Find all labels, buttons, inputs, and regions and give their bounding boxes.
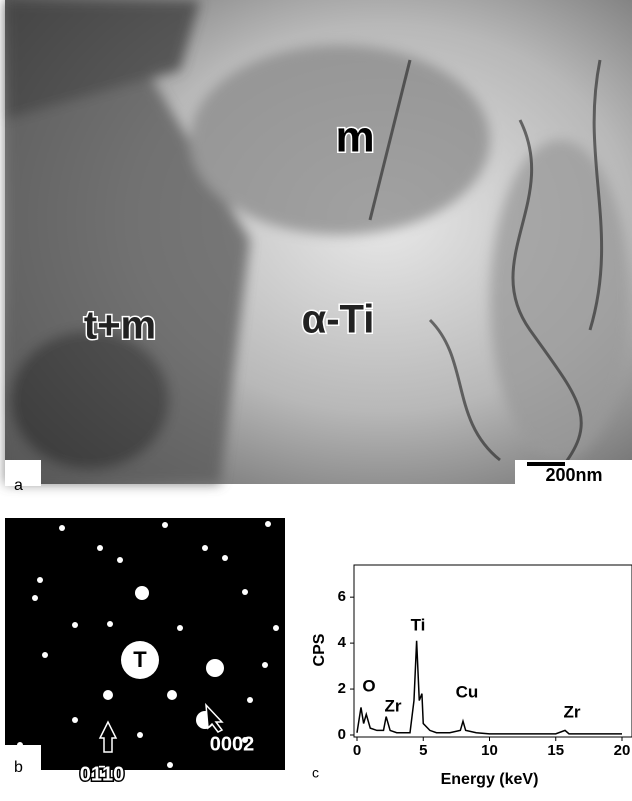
panel-label: b [14,759,23,776]
x-tick-label: 15 [547,742,564,759]
spectrum [357,641,622,734]
panel-label: c [312,765,319,781]
spot [247,697,253,703]
x-axis-title: Energy (keV) [441,771,539,788]
spot [273,625,279,631]
spot [97,545,103,551]
spot [242,589,248,595]
x-tick-label: 10 [481,742,498,759]
annotation: t+m [84,304,156,348]
peak-label: Zr [564,702,581,721]
annotation: α-Ti [302,298,375,342]
x-tick-label: 0 [353,742,361,759]
spot [162,522,168,528]
annotation: 0002 [210,733,255,755]
x-tick-label: 5 [419,742,427,759]
peak-label: Ti [411,615,426,634]
spot [59,525,65,531]
y-tick-label: 0 [338,726,346,743]
y-tick-label: 4 [338,634,347,651]
y-tick-label: 6 [338,588,346,605]
spot [206,659,224,677]
spot [177,625,183,631]
panel-label: a [14,477,23,494]
spot [107,621,113,627]
spot [167,690,177,700]
label-box [5,460,41,486]
spot [72,717,78,723]
spot [103,690,113,700]
scale-bar-label: 200nm [545,465,602,485]
x-tick-label: 20 [614,742,631,759]
spot [37,577,43,583]
label-box [5,745,41,771]
tem-image [5,0,632,484]
figure: a m t+m α-Ti 200nm b T 0002 01̄10 c 0 2 4 6… [0,0,632,796]
spot [32,595,38,601]
spot [265,521,271,527]
y-tick-label: 2 [338,680,346,697]
y-axis-title: CPS [311,633,328,666]
peak-label: O [362,676,375,695]
spot [222,555,228,561]
peak-label: Cu [456,682,479,701]
annotation: T [133,647,147,672]
eds-chart: 0 2 4 6 0 5 10 15 20 Energy (keV) CPS O Zr Ti Cu Zr [311,565,632,788]
page: a m t+m α-Ti 200nm b T 0002 01̄10 c 0 2 4 6… [0,0,632,796]
spot [262,662,268,668]
spot [117,557,123,563]
annotation: 01̄10 [80,763,125,785]
spot [135,586,149,600]
spot [137,732,143,738]
spot [202,545,208,551]
peak-label: Zr [385,696,402,715]
spot [42,652,48,658]
spot [167,762,173,768]
spot [72,622,78,628]
annotation: m [335,113,374,162]
